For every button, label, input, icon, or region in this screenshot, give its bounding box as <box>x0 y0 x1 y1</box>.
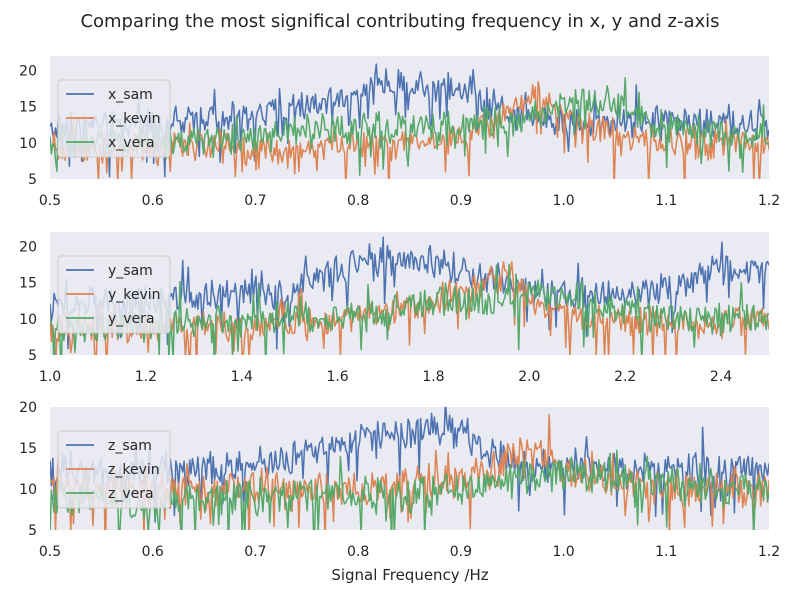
y-tick-label: 15 <box>19 276 37 292</box>
x-axis-label: Signal Frequency /Hz <box>331 566 488 584</box>
y-tick-label: 10 <box>19 482 37 498</box>
x-tick-label: 2.4 <box>710 369 732 385</box>
legend-label: y_kevin <box>108 287 161 303</box>
x-tick-label: 0.7 <box>244 193 266 209</box>
x-tick-label: 1.4 <box>231 369 253 385</box>
subplot-1: 0.5 0.6 0.7 0.8 0.9 1.0 1.1 1.2 5 10 15 20 x_sam x_ke… <box>19 56 780 209</box>
legend-box <box>57 430 171 509</box>
x-tick-label: 1.2 <box>758 193 780 209</box>
x-tick-label: 1.8 <box>422 369 444 385</box>
x-tick-label: 0.6 <box>142 193 164 209</box>
legend-label: y_vera <box>108 311 155 327</box>
series-line-y_vera <box>50 263 769 355</box>
subplot-2: 1.0 1.2 1.4 1.6 1.8 2.0 2.2 2.4 5 10 15 20 y_sam y_ke… <box>19 232 769 385</box>
legend-label: x_kevin <box>108 111 161 127</box>
y-tick-label: 5 <box>28 523 37 539</box>
x-tick-label: 1.6 <box>326 369 348 385</box>
legend: x_sam x_kevin x_vera <box>57 79 171 158</box>
figure-title: Comparing the most significal contributi… <box>80 11 719 32</box>
legend-label: x_sam <box>108 87 153 103</box>
x-tick-label: 0.7 <box>244 544 266 560</box>
legend-label: y_sam <box>108 263 153 279</box>
y-tick-label: 10 <box>19 136 37 152</box>
x-tick-label: 2.0 <box>518 369 540 385</box>
x-tick-label: 1.1 <box>655 544 677 560</box>
x-tick-label: 2.2 <box>614 369 636 385</box>
legend: z_sam z_kevin z_vera <box>57 430 171 509</box>
legend-label: x_vera <box>108 135 155 151</box>
x-tick-label: 1.1 <box>655 193 677 209</box>
subplot-3: 0.5 0.6 0.7 0.8 0.9 1.0 1.1 1.2 5 10 15 20 z_sam z_ke… <box>19 400 780 560</box>
y-tick-label: 10 <box>19 312 37 328</box>
legend-box <box>57 79 171 158</box>
legend-label: z_kevin <box>108 462 160 478</box>
x-tick-label: 1.0 <box>552 193 574 209</box>
y-tick-label: 20 <box>19 63 37 79</box>
legend-label: z_vera <box>108 486 154 502</box>
y-tick-label: 20 <box>19 400 37 416</box>
y-tick-label: 20 <box>19 239 37 255</box>
x-tick-label: 0.8 <box>347 193 369 209</box>
legend-label: z_sam <box>108 438 152 454</box>
x-tick-label: 0.9 <box>450 544 472 560</box>
legend: y_sam y_kevin y_vera <box>57 255 171 334</box>
x-tick-label: 1.2 <box>758 544 780 560</box>
y-tick-label: 15 <box>19 441 37 457</box>
x-tick-label: 1.2 <box>135 369 157 385</box>
x-tick-label: 1.0 <box>39 369 61 385</box>
x-tick-label: 0.8 <box>347 544 369 560</box>
x-tick-label: 0.9 <box>450 193 472 209</box>
x-tick-label: 1.0 <box>552 544 574 560</box>
legend-box <box>57 255 171 334</box>
y-tick-label: 5 <box>28 172 37 188</box>
x-tick-label: 0.5 <box>39 193 61 209</box>
x-tick-label: 0.6 <box>142 544 164 560</box>
y-tick-label: 15 <box>19 100 37 116</box>
y-tick-label: 5 <box>28 348 37 364</box>
x-tick-label: 0.5 <box>39 544 61 560</box>
